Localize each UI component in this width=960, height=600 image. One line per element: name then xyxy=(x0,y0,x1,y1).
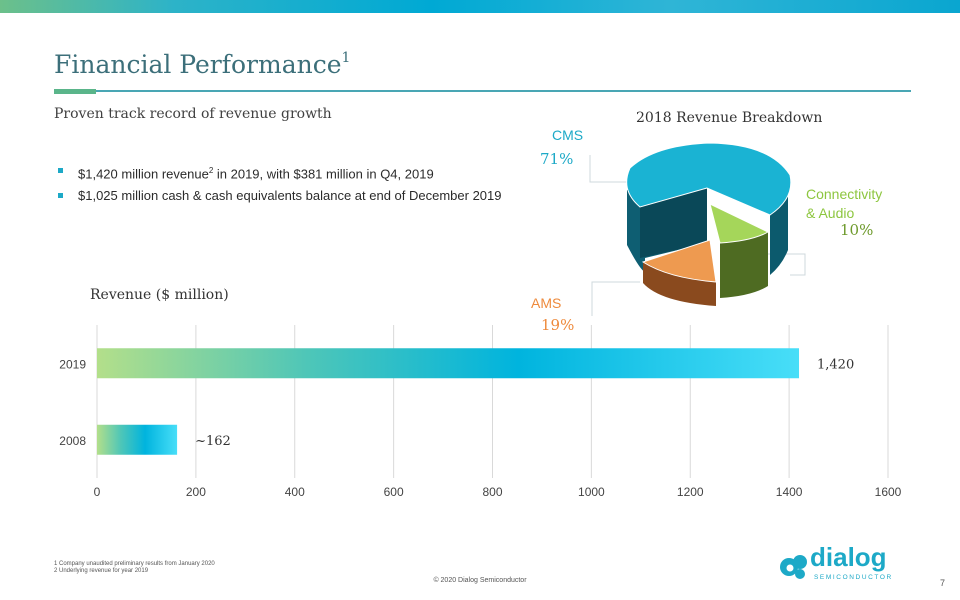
dialog-logo: dialog SEMICONDUCTOR xyxy=(778,542,898,584)
x-tick-label: 1200 xyxy=(677,485,704,499)
pie-leader-line-cms xyxy=(589,155,632,183)
x-tick-label: 200 xyxy=(186,485,206,499)
x-tick-label: 1400 xyxy=(776,485,803,499)
pie-slice-connectivity-wall xyxy=(720,232,768,298)
pie-slice-cms xyxy=(626,142,792,216)
footnote-1: 1 Company unaudited preliminary results … xyxy=(54,561,215,567)
pie-leader-line-ams xyxy=(591,281,640,316)
title-rule xyxy=(96,90,911,92)
pie-slice-cms-inner-wall xyxy=(640,188,707,258)
bar-chart-title: Revenue ($ million) xyxy=(90,287,229,303)
pie-percent-ams: 19% xyxy=(541,316,575,334)
pie-slice-connectivity xyxy=(709,203,770,244)
y-category-label: 2019 xyxy=(59,357,86,371)
top-gradient-band xyxy=(0,0,960,13)
pie-label-ams: AMS xyxy=(531,295,562,311)
x-tick-label: 0 xyxy=(94,485,101,499)
page-number: 7 xyxy=(940,578,946,588)
logo-subtitle: SEMICONDUCTOR xyxy=(814,574,893,581)
page-title: Financial Performance1 xyxy=(54,49,351,79)
pie-slice-ams-wall xyxy=(643,262,716,306)
pie-title: 2018 Revenue Breakdown xyxy=(636,110,823,126)
x-tick-label: 1000 xyxy=(578,485,605,499)
x-tick-label: 800 xyxy=(482,485,502,499)
bullet-item: $1,420 million revenue2 in 2019, with $3… xyxy=(58,160,502,185)
x-tick-label: 600 xyxy=(384,485,404,499)
subtitle: Proven track record of revenue growth xyxy=(54,106,332,122)
data-label: 1,420 xyxy=(817,357,854,372)
pie-slice-cms-wall-right xyxy=(770,195,788,275)
x-tick-label: 1600 xyxy=(875,485,902,499)
bar-2008 xyxy=(97,424,178,455)
bullet-item: $1,025 million cash & cash equivalents b… xyxy=(58,185,502,207)
footnote-2: 2 Underlying revenue for year 2019 xyxy=(54,568,149,574)
x-tick-label: 400 xyxy=(285,485,305,499)
logo-wordmark: dialog xyxy=(810,542,887,572)
y-category-label: 2008 xyxy=(59,434,86,448)
copyright: © 2020 Dialog Semiconductor xyxy=(433,577,527,584)
pie-label-connectivity: Connectivity xyxy=(806,186,883,202)
dialog-logo-mark-icon xyxy=(780,555,807,579)
pie-percent-connectivity: 10% xyxy=(840,221,874,239)
pie-slice-ams xyxy=(641,239,717,283)
bar-2019 xyxy=(97,348,800,379)
title-rule-accent xyxy=(54,89,96,94)
pie-leader-line-connectivity xyxy=(768,253,806,276)
pie-label-cms: CMS xyxy=(552,127,584,143)
pie-label-connectivity-line2: & Audio xyxy=(806,205,855,221)
data-label: ~162 xyxy=(195,434,231,449)
pie-percent-cms: 71% xyxy=(540,150,574,168)
bullet-list: $1,420 million revenue2 in 2019, with $3… xyxy=(58,160,502,207)
